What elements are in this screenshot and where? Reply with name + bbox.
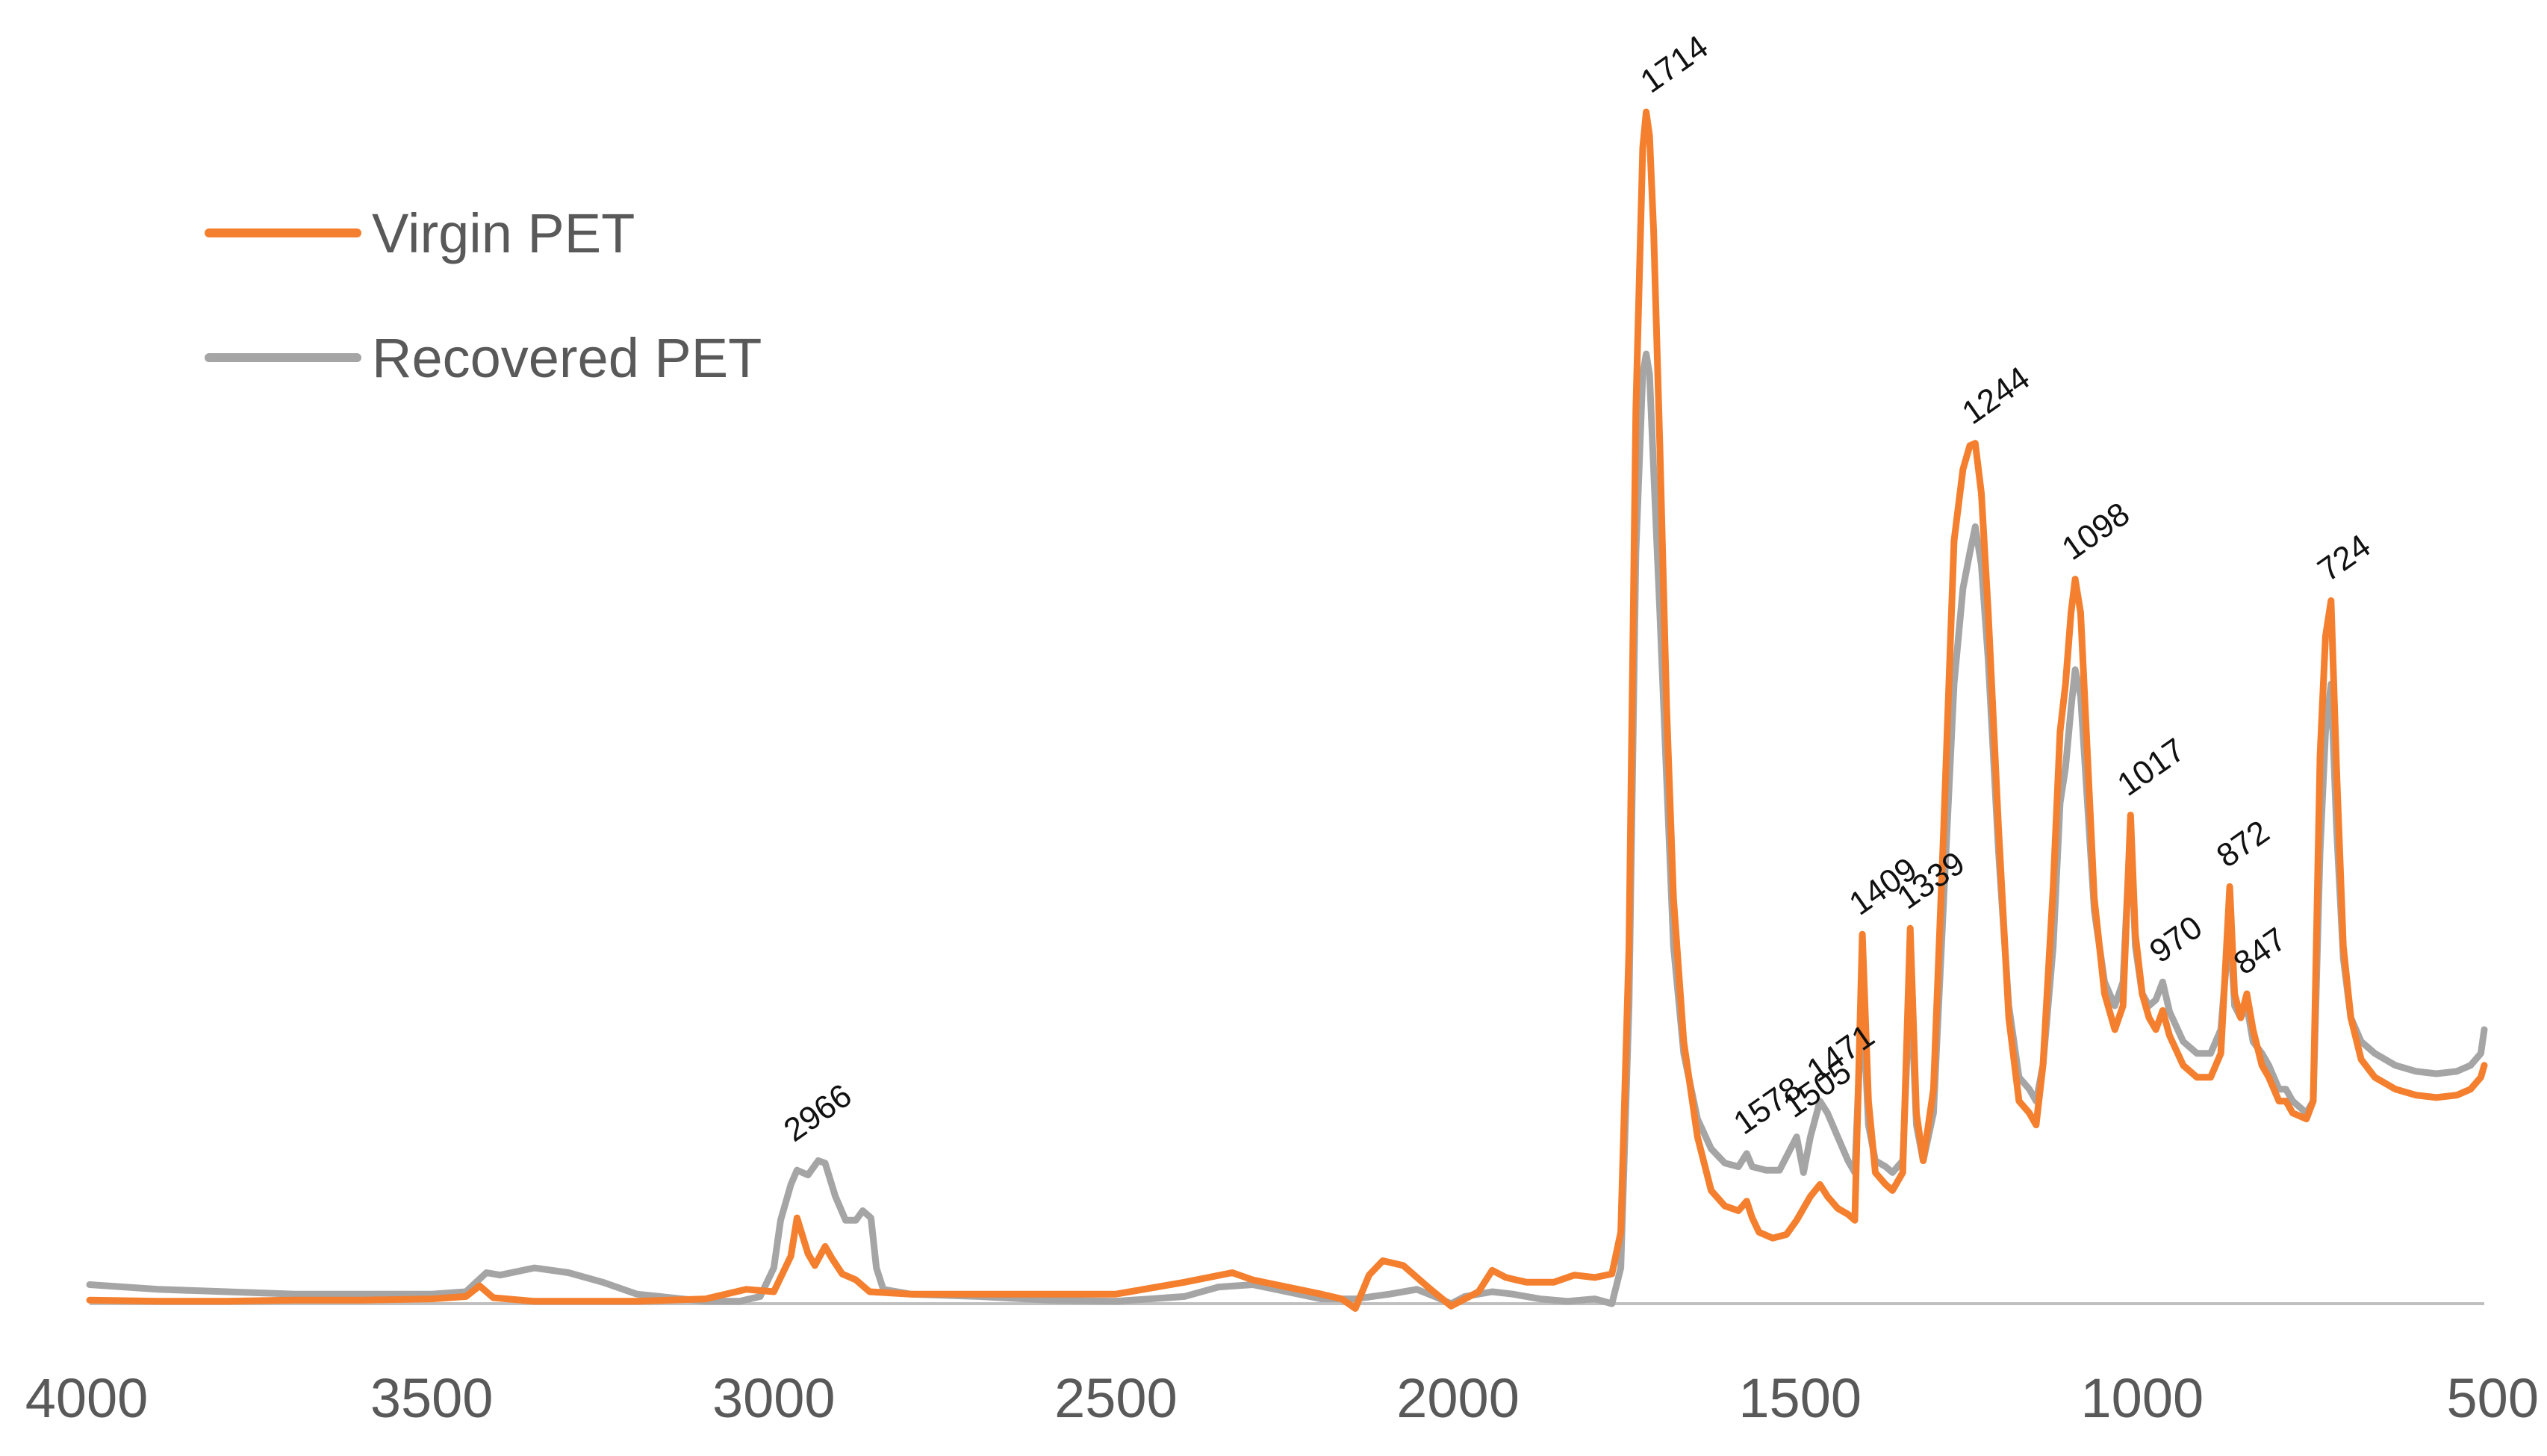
peak-label-847: 847 (2227, 921, 2293, 982)
x-tick-labels: 4000 3500 3000 2500 2000 1500 1000 500 (25, 1367, 2539, 1429)
peak-label-1098: 1098 (2056, 496, 2136, 567)
series-line-virgin-pet (86, 108, 2488, 1312)
x-tick-label-4000: 4000 (25, 1367, 149, 1429)
x-tick-label-1500: 1500 (1738, 1367, 1862, 1429)
peak-label-1714: 1714 (1634, 28, 1714, 100)
x-tick-label-500: 500 (2447, 1367, 2539, 1429)
x-tick-label-3500: 3500 (370, 1367, 494, 1429)
x-tick-label-3000: 3000 (712, 1367, 836, 1429)
peak-label-724: 724 (2311, 527, 2377, 588)
peak-label-1578: 1578 (1727, 1070, 1808, 1142)
plot-lines (86, 108, 2488, 1312)
series-line-recovered-pet (86, 350, 2488, 1307)
peak-label-1244: 1244 (1956, 360, 2036, 432)
x-tick-label-1000: 1000 (2081, 1367, 2204, 1429)
legend-label-virgin-pet: Virgin PET (372, 202, 635, 264)
peak-label-1017: 1017 (2111, 732, 2192, 803)
legend-label-recovered-pet: Recovered PET (372, 327, 762, 389)
x-tick-label-2000: 2000 (1396, 1367, 1520, 1429)
peak-label-872: 872 (2210, 813, 2276, 874)
legend: Virgin PET Recovered PET (205, 202, 762, 389)
peak-label-2966: 2966 (777, 1077, 858, 1148)
x-tick-label-2500: 2500 (1054, 1367, 1178, 1429)
peak-label-970: 970 (2143, 909, 2209, 970)
